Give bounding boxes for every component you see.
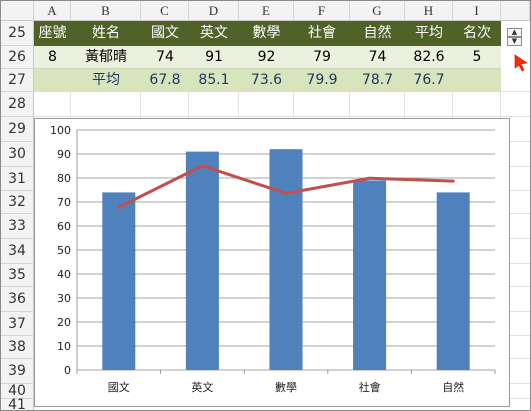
row-header-35[interactable]: 35 xyxy=(1,264,34,287)
row-header-40[interactable]: 40 xyxy=(1,384,34,399)
average-line-point xyxy=(117,205,121,209)
student-row-cell-i[interactable]: 5 xyxy=(453,46,501,69)
row-header-39[interactable]: 39 xyxy=(1,359,34,384)
average-row-cell-b[interactable]: 平均 xyxy=(71,69,141,92)
student-row-cell-h[interactable]: 82.6 xyxy=(405,46,453,69)
mouse-cursor-icon xyxy=(514,54,528,72)
x-category-label: 自然 xyxy=(442,380,464,394)
column-gridline xyxy=(349,92,350,118)
column-header-i[interactable]: I xyxy=(453,1,501,21)
row-header-27[interactable]: 27 xyxy=(1,69,34,92)
row-header-31[interactable]: 31 xyxy=(1,167,34,191)
x-category-label: 國文 xyxy=(108,380,130,394)
select-all-corner[interactable] xyxy=(1,1,34,21)
x-category-label: 數學 xyxy=(275,381,297,394)
column-gridline xyxy=(404,92,405,118)
bar-自然 xyxy=(436,192,470,370)
column-gridline xyxy=(452,92,453,118)
column-header-overflow xyxy=(501,1,530,21)
column-header-g[interactable]: G xyxy=(350,1,405,21)
row-header-30[interactable]: 30 xyxy=(1,142,34,167)
column-header-a[interactable]: A xyxy=(34,1,71,21)
student-row-cell-f[interactable]: 79 xyxy=(294,46,350,69)
column-header-e[interactable]: E xyxy=(239,1,294,21)
row-header-41[interactable]: 41 xyxy=(1,398,34,410)
spinner-up-button[interactable]: ▲ xyxy=(507,28,522,37)
student-row-cell-d[interactable]: 91 xyxy=(189,46,239,69)
y-tick-label: 90 xyxy=(57,148,71,161)
average-line-point xyxy=(451,179,455,183)
column-gridline xyxy=(188,92,189,118)
y-tick-label: 40 xyxy=(57,268,71,281)
y-tick-label: 70 xyxy=(57,196,71,209)
y-tick-label: 0 xyxy=(64,364,71,377)
y-tick-label: 60 xyxy=(57,220,71,233)
column-gridline xyxy=(500,92,501,118)
spinner-down-button[interactable]: ▼ xyxy=(507,37,522,46)
header-row-cell-h[interactable]: 平均 xyxy=(405,21,453,46)
average-row-cell-f[interactable]: 79.9 xyxy=(294,69,350,92)
header-row-cell-e[interactable]: 數學 xyxy=(239,21,294,46)
header-row-cell-f[interactable]: 社會 xyxy=(294,21,350,46)
average-row-cell-c[interactable]: 67.8 xyxy=(141,69,189,92)
column-gridline xyxy=(140,92,141,118)
column-header-h[interactable]: H xyxy=(405,1,453,21)
bar-數學 xyxy=(269,149,303,370)
x-category-label: 社會 xyxy=(359,380,381,394)
student-row-cell-e[interactable]: 92 xyxy=(239,46,294,69)
column-header-f[interactable]: F xyxy=(294,1,350,21)
row-header-29[interactable]: 29 xyxy=(1,117,34,142)
bar-國文 xyxy=(102,192,136,370)
header-row-cell-g[interactable]: 自然 xyxy=(350,21,405,46)
average-row-cell-a[interactable] xyxy=(34,69,71,92)
average-row-cell-i[interactable] xyxy=(453,69,501,92)
header-row-cell-b[interactable]: 姓名 xyxy=(71,21,141,46)
combo-chart[interactable]: 0 10 20 30 40 50 60 70 80 90 100 國文 英文 數學 社會 自然 xyxy=(34,118,510,407)
x-category-label: 英文 xyxy=(191,380,213,394)
column-gridline xyxy=(238,92,239,118)
header-row-cell-c[interactable]: 國文 xyxy=(141,21,189,46)
header-row-cell-a[interactable]: 座號 xyxy=(34,21,71,46)
column-header-c[interactable]: C xyxy=(141,1,189,21)
bar-英文 xyxy=(185,151,219,370)
row-header-34[interactable]: 34 xyxy=(1,239,34,264)
row-header-36[interactable]: 36 xyxy=(1,287,34,312)
row-header-33[interactable]: 33 xyxy=(1,214,34,239)
row-header-28[interactable]: 28 xyxy=(1,92,34,117)
student-row-cell-g[interactable]: 74 xyxy=(350,46,405,69)
row-header-37[interactable]: 37 xyxy=(1,312,34,336)
average-row-cell-d[interactable]: 85.1 xyxy=(189,69,239,92)
average-line-point xyxy=(200,164,204,168)
average-row-cell-e[interactable]: 73.6 xyxy=(239,69,294,92)
column-header-b[interactable]: B xyxy=(71,1,141,21)
average-row-cell-h[interactable]: 76.7 xyxy=(405,69,453,92)
average-line-point xyxy=(284,191,288,195)
y-tick-label: 50 xyxy=(57,244,71,257)
chart-canvas: 0 10 20 30 40 50 60 70 80 90 100 國文 英文 數學 社會 自然 xyxy=(50,124,496,394)
column-gridline xyxy=(293,92,294,118)
student-row-cell-b[interactable]: 黃郁晴 xyxy=(71,46,141,69)
average-line-point xyxy=(368,176,372,180)
row-header-38[interactable]: 38 xyxy=(1,336,34,359)
row-header-25[interactable]: 25 xyxy=(1,21,34,46)
student-row-cell-a[interactable]: 8 xyxy=(34,46,71,69)
y-tick-label: 20 xyxy=(57,316,71,329)
bar-社會 xyxy=(353,180,387,370)
row-gridline xyxy=(34,116,530,117)
header-row-cell-i[interactable]: 名次 xyxy=(453,21,501,46)
column-header-d[interactable]: D xyxy=(189,1,239,21)
column-gridline xyxy=(70,92,71,118)
student-row-cell-c[interactable]: 74 xyxy=(141,46,189,69)
row-header-26[interactable]: 26 xyxy=(1,46,34,69)
y-tick-label: 100 xyxy=(50,124,71,137)
y-tick-label: 30 xyxy=(57,292,71,305)
row-header-32[interactable]: 32 xyxy=(1,191,34,214)
header-row-cell-d[interactable]: 英文 xyxy=(189,21,239,46)
average-row-cell-g[interactable]: 78.7 xyxy=(350,69,405,92)
y-tick-label: 10 xyxy=(57,340,71,353)
y-tick-label: 80 xyxy=(57,172,71,185)
